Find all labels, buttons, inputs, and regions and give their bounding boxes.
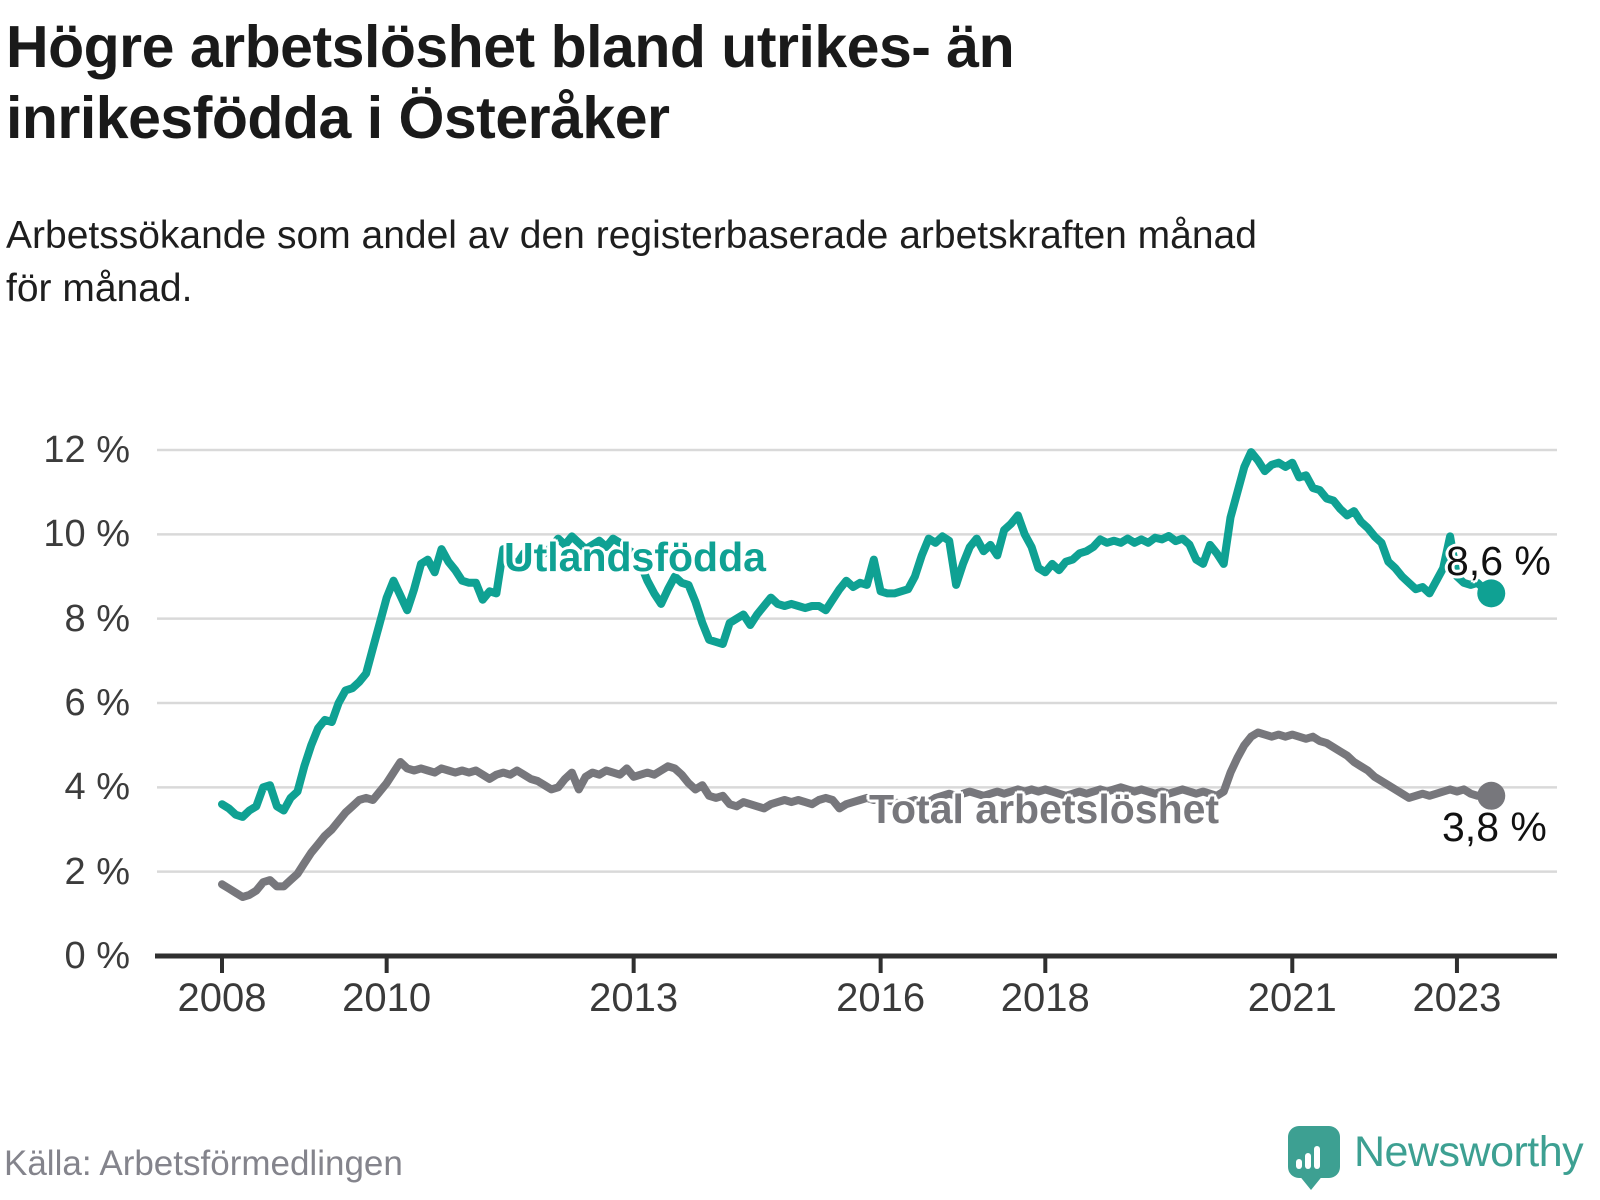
series-label-total-arbetsloshet: Total arbetslöshet bbox=[869, 786, 1220, 832]
x-tick-label: 2008 bbox=[177, 976, 267, 1020]
x-tick-label: 2021 bbox=[1247, 976, 1337, 1020]
y-tick-label: 2 % bbox=[64, 850, 130, 893]
x-tick-label: 2016 bbox=[836, 976, 926, 1020]
newsworthy-logo-icon bbox=[1288, 1126, 1340, 1190]
y-tick-label: 6 % bbox=[64, 682, 130, 724]
line-utlandsfodda bbox=[218, 448, 1496, 821]
page-subtitle-line2: för månad. bbox=[6, 266, 193, 310]
newsworthy-wordmark: Newsworthy bbox=[1354, 1127, 1584, 1176]
y-tick-label: 0 % bbox=[64, 935, 130, 977]
page-title-line1: Högre arbetslöshet bland utrikes- än bbox=[6, 14, 1015, 80]
end-dot-utlandsfodda bbox=[1477, 579, 1506, 608]
end-dot-total bbox=[1477, 781, 1506, 810]
source-credit: Källa: Arbetsförmedlingen bbox=[4, 1144, 403, 1183]
logo-bubble-tail-icon bbox=[1298, 1174, 1324, 1190]
page-subtitle: Arbetssökande som andel av den registerb… bbox=[6, 210, 1566, 315]
line-total-arbetsloshet bbox=[218, 728, 1496, 901]
y-tick-label: 10 % bbox=[43, 513, 130, 556]
page-title-line2: inrikesfödda i Österåker bbox=[6, 84, 670, 151]
y-tick-label: 8 % bbox=[64, 597, 130, 640]
y-tick-label: 4 % bbox=[64, 766, 130, 809]
x-tick-label: 2010 bbox=[342, 976, 432, 1020]
end-value-total: 3,8 % bbox=[1442, 804, 1547, 850]
newsworthy-logo: Newsworthy bbox=[1288, 1126, 1584, 1190]
x-tick-label: 2013 bbox=[589, 976, 679, 1020]
series-label-utlandsfodda: Utlandsfödda bbox=[504, 534, 766, 580]
bar-chart-icon bbox=[1296, 1146, 1320, 1169]
x-tick-label: 2023 bbox=[1412, 976, 1502, 1020]
page-title: Högre arbetslöshet bland utrikes- än inr… bbox=[6, 12, 1286, 154]
x-tick-label: 2018 bbox=[1000, 976, 1090, 1020]
end-value-utlandsfodda: 8,6 % bbox=[1446, 538, 1551, 584]
page-subtitle-line1: Arbetssökande som andel av den registerb… bbox=[6, 214, 1257, 257]
y-tick-label: 12 % bbox=[43, 429, 130, 471]
